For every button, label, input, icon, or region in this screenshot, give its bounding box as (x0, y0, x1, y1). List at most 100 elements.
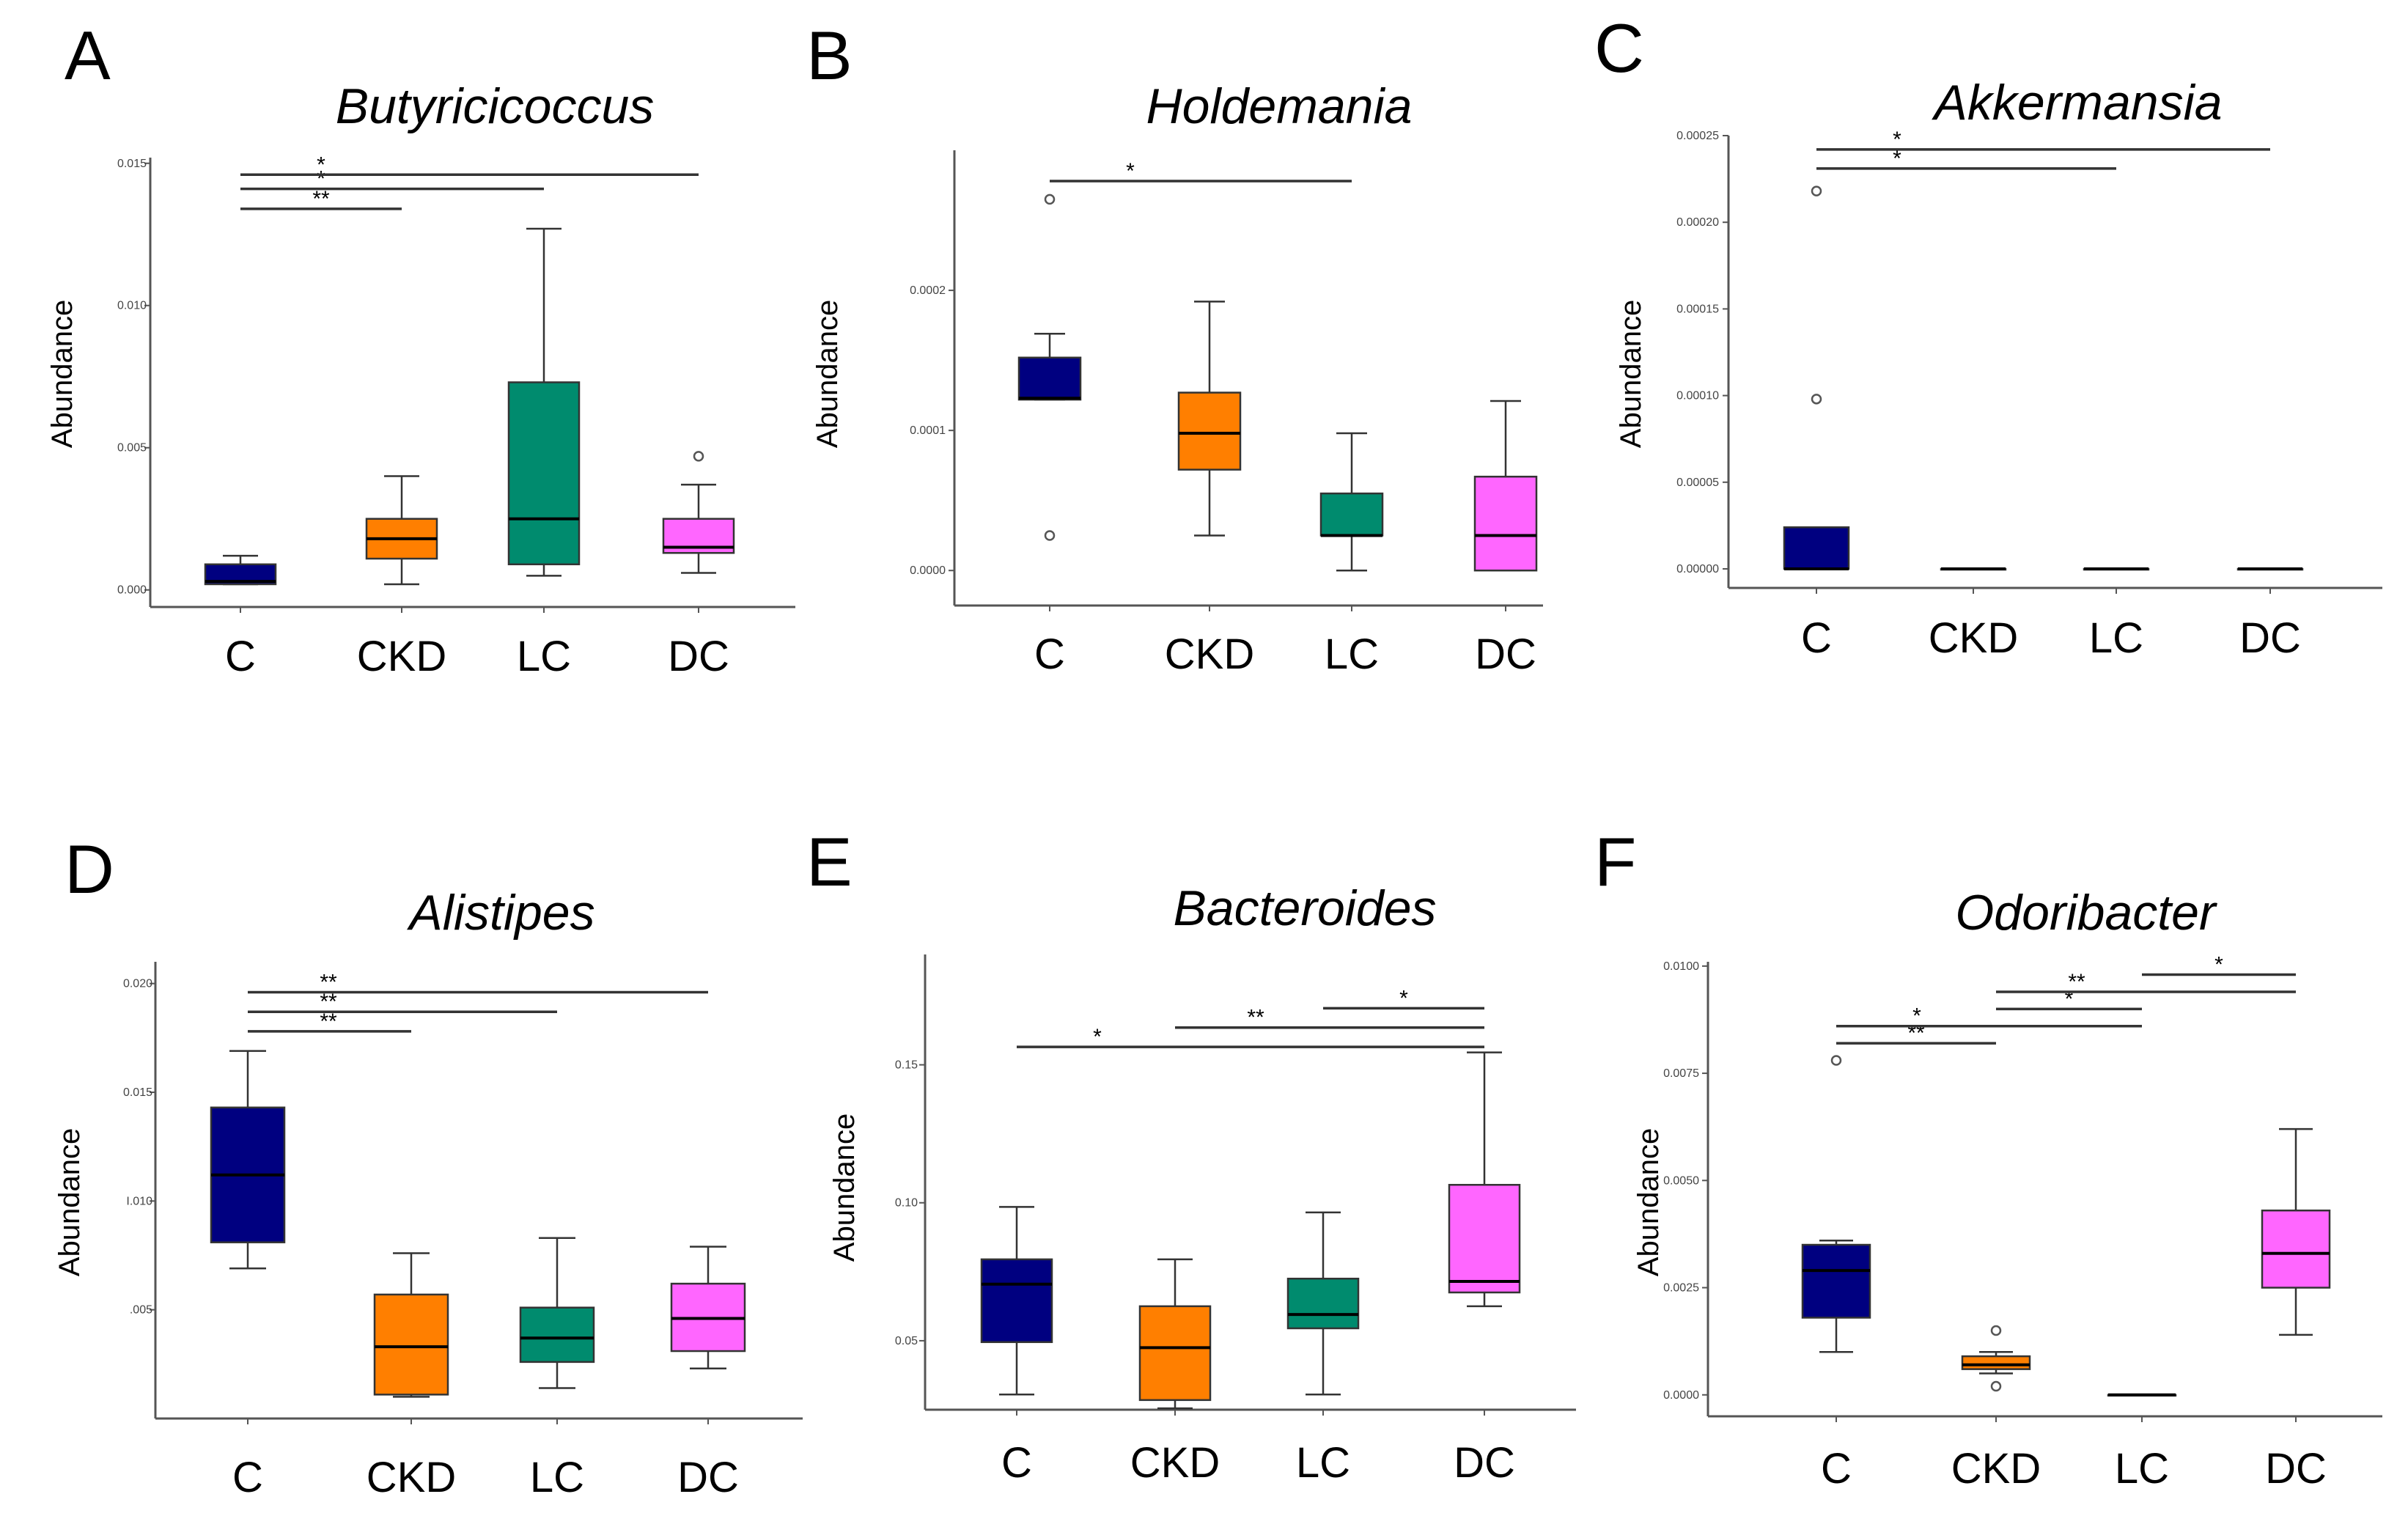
y-tick-label: 0.0025 (1663, 1282, 1699, 1295)
iqr-box (980, 1258, 1053, 1344)
iqr-box (1017, 356, 1082, 401)
outlier-point (1830, 1055, 1842, 1066)
y-tick-label: 0.00010 (1676, 390, 1719, 402)
box-dc (1473, 400, 1538, 572)
y-tick-label: 0.015 (123, 1086, 152, 1099)
panel-letter: A (65, 17, 111, 94)
significance-label: ** (320, 1009, 337, 1034)
category-label: CKD (1929, 614, 2018, 662)
box-c (1801, 1055, 1871, 1353)
category-label: C (1034, 630, 1065, 678)
panel-letter: F (1594, 823, 1636, 900)
iqr-box (1473, 475, 1538, 572)
outlier-point (1811, 394, 1822, 405)
y-tick-label: 0.00000 (1676, 563, 1719, 575)
panel-title: Bacteroides (1173, 880, 1436, 936)
category-label: LC (2089, 614, 2143, 662)
panel-b: B Holdemania Abundance 0.0000 0.0001 0.0002 C C… (806, 17, 1543, 678)
y-axis-label: Abundance (1632, 1128, 1665, 1276)
category-label: LC (1296, 1439, 1350, 1487)
significance-label: * (1893, 147, 1901, 171)
iqr-box (1801, 1243, 1871, 1319)
box-lc (1286, 1211, 1360, 1396)
panel-title: Akkermansia (1931, 75, 2222, 130)
panel-f: F Odoribacter Abundance 0.0000 0.0025 0.0050 0… (1594, 823, 2382, 1493)
iqr-box (1961, 1355, 2031, 1370)
category-label: CKD (367, 1454, 456, 1501)
box-c (204, 554, 277, 586)
category-label: CKD (1165, 630, 1254, 678)
y-tick-label: 0.0100 (1663, 960, 1699, 973)
y-tick-label: 0.00025 (1676, 130, 1719, 142)
box-lc (519, 1237, 595, 1389)
category-label: DC (677, 1454, 739, 1501)
significance-label: * (1093, 1025, 1102, 1049)
y-axis-label: Abundance (46, 300, 78, 448)
y-tick-label: 0.0075 (1663, 1067, 1699, 1080)
category-label: LC (1325, 630, 1379, 678)
iqr-box (507, 381, 581, 566)
y-axis-label: Abundance (811, 300, 844, 448)
category-label: DC (2239, 614, 2301, 662)
significance-label: ** (312, 187, 330, 211)
significance-label: ** (1247, 1006, 1264, 1030)
y-tick-label: 0.0001 (910, 424, 946, 437)
significance-label: * (317, 167, 325, 191)
y-tick-label: 0.0002 (910, 284, 946, 297)
y-tick-label: 0.0000 (1663, 1389, 1699, 1402)
y-axis-label: Abundance (1615, 300, 1647, 448)
y-tick-label: 0.00020 (1676, 216, 1719, 229)
iqr-box (2261, 1209, 2331, 1289)
panel-d: D Alistipes Abundance .005 I.010 0.015 0.020 C C… (54, 831, 803, 1501)
box-dc (2261, 1127, 2331, 1336)
outlier-point (1811, 185, 1822, 196)
box-dc (1448, 1051, 1521, 1308)
box-dc (670, 1245, 746, 1370)
box-lc (1319, 432, 1384, 572)
y-tick-label: 0.005 (117, 442, 147, 455)
y-tick-label: 0.020 (123, 978, 152, 990)
iqr-box (1177, 391, 1242, 471)
box-lc (507, 227, 581, 577)
y-tick-label: 0.15 (895, 1059, 918, 1072)
y-tick-label: 0.00015 (1676, 303, 1719, 315)
iqr-box (1319, 492, 1384, 537)
y-tick-label: 0.00005 (1676, 476, 1719, 489)
y-tick-label: 0.015 (117, 158, 147, 170)
category-label: C (1801, 614, 1832, 662)
panel-a: A Butyricicoccus Abundance 0.000 0.005 0.010 0… (46, 17, 795, 680)
iqr-box (1286, 1277, 1360, 1330)
box-c (980, 1206, 1053, 1396)
panel-title: Alistipes (406, 885, 594, 941)
category-label: DC (2265, 1445, 2327, 1493)
category-label: DC (1454, 1439, 1515, 1487)
iqr-box (1783, 526, 1850, 570)
category-label: LC (2115, 1445, 2169, 1493)
panel-letter: B (806, 17, 853, 94)
category-label: DC (1475, 630, 1536, 678)
iqr-box (1138, 1305, 1212, 1402)
box-ckd (1138, 1258, 1212, 1410)
y-tick-label: 0.000 (117, 584, 147, 597)
box-dc (2236, 567, 2304, 571)
outlier-point (693, 451, 704, 462)
category-label: CKD (1951, 1445, 2041, 1493)
category-label: LC (517, 633, 571, 680)
y-tick-label: 0.05 (895, 1335, 918, 1347)
category-label: CKD (357, 633, 446, 680)
panel-letter: C (1594, 10, 1644, 87)
panel-e: E Bacteroides Abundance 0.05 0.10 0.15 C CKD LC D… (806, 823, 1576, 1487)
significance-label: ** (2068, 970, 2085, 994)
box-c (210, 1050, 286, 1270)
category-label: DC (668, 633, 729, 680)
y-tick-label: 0.0000 (910, 564, 946, 577)
box-ckd (1940, 567, 2007, 571)
panel-title: Odoribacter (1955, 885, 2217, 941)
significance-label: * (1399, 986, 1408, 1010)
box-ckd (1961, 1325, 2031, 1392)
box-c (1017, 194, 1082, 541)
y-axis-label: Abundance (828, 1114, 861, 1262)
significance-label: * (1126, 159, 1135, 183)
iqr-box (1448, 1184, 1521, 1294)
